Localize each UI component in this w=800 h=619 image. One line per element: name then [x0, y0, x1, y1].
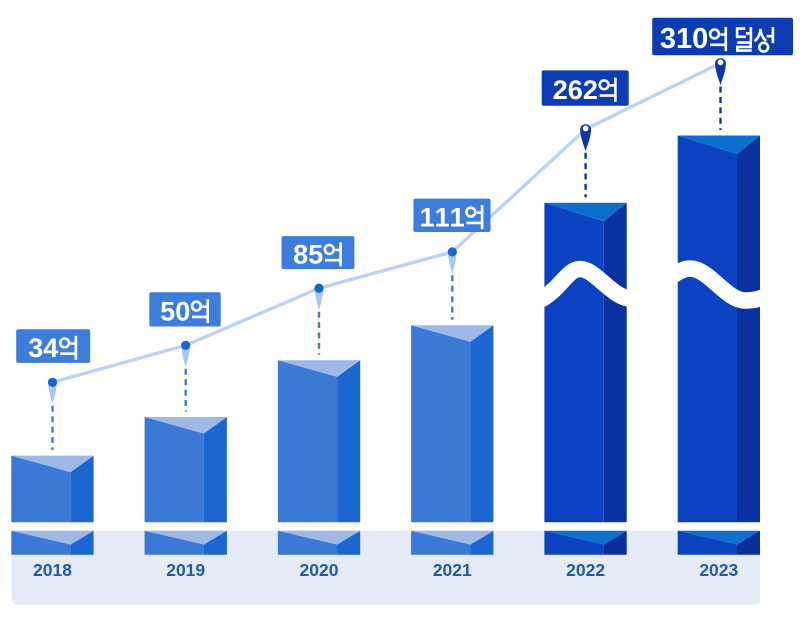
- svg-text:0: 0: [175, 296, 190, 326]
- svg-text:8: 8: [293, 240, 308, 270]
- svg-text:5: 5: [160, 296, 175, 326]
- svg-text:6: 6: [568, 75, 583, 105]
- svg-text:2019: 2019: [166, 560, 205, 580]
- svg-text:2023: 2023: [699, 560, 738, 580]
- svg-text:4: 4: [43, 333, 58, 363]
- svg-text:2021: 2021: [433, 560, 472, 580]
- svg-text:0: 0: [692, 23, 708, 55]
- svg-text:1: 1: [676, 23, 692, 55]
- svg-text:1: 1: [450, 202, 465, 232]
- svg-text:2020: 2020: [300, 560, 339, 580]
- svg-text:2022: 2022: [566, 560, 605, 580]
- svg-text:3: 3: [28, 333, 43, 363]
- svg-text:1: 1: [435, 202, 450, 232]
- svg-text:2018: 2018: [33, 560, 72, 580]
- svg-text:2: 2: [553, 75, 568, 105]
- svg-text:1: 1: [420, 202, 435, 232]
- svg-text:2: 2: [583, 75, 598, 105]
- svg-text:3: 3: [660, 23, 676, 55]
- svg-text:5: 5: [308, 240, 323, 270]
